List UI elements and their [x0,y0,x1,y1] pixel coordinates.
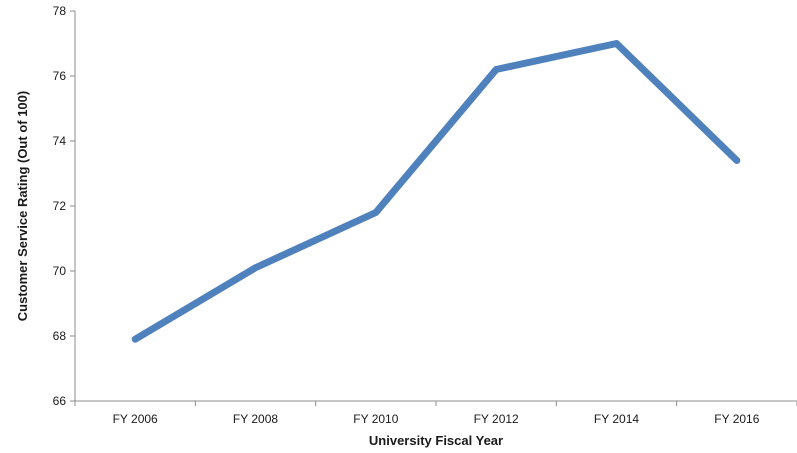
series-group [131,40,741,343]
y-tick-label: 66 [53,394,67,408]
y-tick-label: 76 [53,69,67,83]
x-tick-label: FY 2008 [233,412,278,426]
x-tick-label: FY 2006 [113,412,158,426]
y-axis-title: Customer Service Rating (Out of 100) [15,91,30,321]
y-tick-label: 70 [53,264,67,278]
y-axis: 66 68 70 72 74 76 78 [53,4,76,408]
x-tick-label: FY 2016 [714,412,759,426]
x-tick-label: FY 2012 [474,412,519,426]
y-tick-label: 68 [53,329,67,343]
y-tick-label: 78 [53,4,67,18]
x-tick-label: FY 2014 [594,412,639,426]
y-tick-label: 72 [53,199,67,213]
x-axis: FY 2006 FY 2008 FY 2010 FY 2012 FY 2014 FY 20… [74,400,797,426]
series-line [131,40,741,343]
y-tick-label: 74 [53,134,67,148]
x-axis-title: University Fiscal Year [369,433,503,448]
x-tick-label: FY 2010 [353,412,398,426]
